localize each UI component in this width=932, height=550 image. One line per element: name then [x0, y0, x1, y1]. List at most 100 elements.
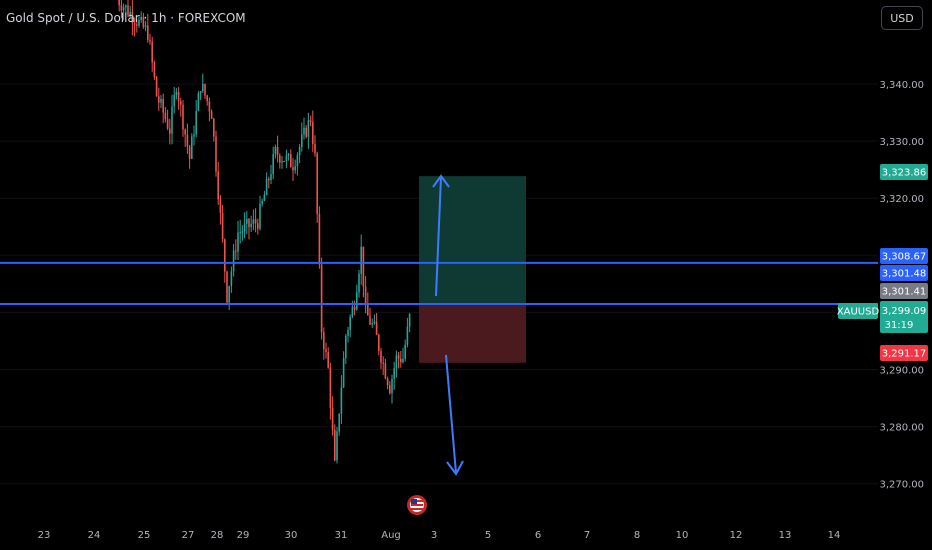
candle-body [133, 23, 136, 25]
symbol-tag [838, 303, 878, 319]
candle-body [171, 106, 173, 134]
candle-body [281, 161, 283, 163]
currency-button[interactable]: USD [881, 6, 923, 30]
target-price-tag [880, 164, 928, 180]
candle-body [129, 11, 131, 16]
candle-body [254, 219, 257, 224]
candle-body [303, 127, 305, 135]
candle-body [221, 212, 224, 240]
candle-body [149, 39, 151, 42]
position-zones[interactable] [419, 176, 526, 363]
candle-body [213, 118, 215, 137]
candle-body [140, 16, 142, 20]
x-tick-label: 24 [88, 530, 101, 541]
candle-body [380, 351, 382, 363]
candle-body [164, 112, 167, 120]
x-tick-label: 29 [237, 530, 250, 541]
candle-body [391, 378, 393, 394]
candle-body [309, 120, 312, 123]
candle-body [285, 155, 288, 162]
candle-body [120, 5, 123, 11]
stop-price-tag [880, 345, 928, 361]
candle-body [283, 161, 285, 163]
candle-body [235, 250, 237, 252]
last-price-text: 3,299.09 [882, 306, 927, 317]
arrows[interactable] [432, 174, 464, 476]
candle-body [268, 178, 270, 181]
candle-body [182, 104, 184, 130]
up-arrow-head[interactable] [432, 174, 450, 188]
candle-body [208, 101, 211, 112]
candle-body [224, 239, 226, 272]
candle-body [327, 352, 329, 368]
candle-body [296, 155, 299, 167]
down-arrow[interactable] [445, 354, 457, 474]
candle-body [127, 5, 129, 16]
candle-body [162, 99, 164, 113]
candle-body [169, 128, 171, 134]
candle-body [210, 111, 213, 119]
candle-body [301, 134, 303, 147]
y-tick-label: 3,280.00 [879, 423, 924, 434]
candle-body [382, 362, 384, 364]
candle-body [219, 199, 222, 213]
level-low-tag [880, 265, 928, 281]
candle-body [232, 250, 235, 272]
candle-body [340, 387, 343, 414]
candle-body [131, 11, 134, 24]
candle-body [389, 385, 391, 394]
entry-price-tag [880, 283, 928, 299]
candle-body [160, 99, 162, 103]
stop-price-tag-text: 3,291.17 [882, 349, 927, 360]
stop-zone[interactable] [419, 304, 526, 363]
candle-body [202, 84, 204, 92]
horizontal-levels[interactable] [0, 261, 878, 305]
candle-body [397, 355, 400, 359]
candle-body [342, 358, 345, 388]
chart-title: Gold Spot / U.S. Dollar · 1h · FOREXCOM [6, 11, 246, 25]
candle-body [257, 223, 259, 229]
target-zone[interactable] [419, 176, 526, 305]
candle-body [351, 306, 354, 317]
x-tick-label: 8 [634, 530, 640, 541]
candle-body [290, 154, 292, 168]
candle-body [373, 321, 376, 324]
time-axis[interactable]: 23 24 25 27 28 29 30 31 Aug 3 5 6 7 8 10 12 13 14 [38, 530, 841, 541]
candle-body [272, 154, 274, 175]
x-tick-label: 27 [182, 530, 195, 541]
candle-body [144, 25, 147, 27]
us-flag-icon[interactable] [407, 495, 427, 515]
x-tick-label: 14 [828, 530, 841, 541]
candle-body [153, 62, 156, 78]
candle-body [307, 120, 310, 137]
candle-body [243, 223, 246, 232]
candle-body [331, 407, 334, 430]
candle-body [375, 321, 378, 335]
x-tick-label: 6 [535, 530, 541, 541]
up-arrow[interactable] [435, 176, 442, 297]
symbol-tag-text: XAUUSD [837, 307, 880, 318]
level-high-tag-text: 3,308.67 [882, 252, 927, 263]
y-tick-label: 3,340.00 [879, 80, 924, 91]
candle-body [118, 0, 120, 6]
candle-body [400, 358, 402, 363]
candle-body [184, 129, 186, 135]
candle-body [279, 155, 281, 163]
x-tick-label: 10 [676, 530, 689, 541]
candle-body [259, 204, 261, 229]
candle-body [318, 213, 321, 265]
candle-body [197, 93, 200, 111]
countdown-text: 31:19 [885, 320, 914, 331]
candle-body [364, 286, 367, 304]
candle-body [386, 378, 389, 386]
candle-body [125, 5, 127, 8]
level-high-tag [880, 248, 928, 264]
candle-body [329, 367, 332, 408]
candle-body [305, 127, 307, 137]
last-price-tag [880, 301, 928, 333]
down-arrow-head[interactable] [446, 460, 464, 476]
candle-body [147, 25, 149, 40]
price-tags: 3,323.86 3,308.67 3,301.48 3,301.41 3,299.09… [837, 164, 928, 361]
candle-body [155, 77, 158, 97]
